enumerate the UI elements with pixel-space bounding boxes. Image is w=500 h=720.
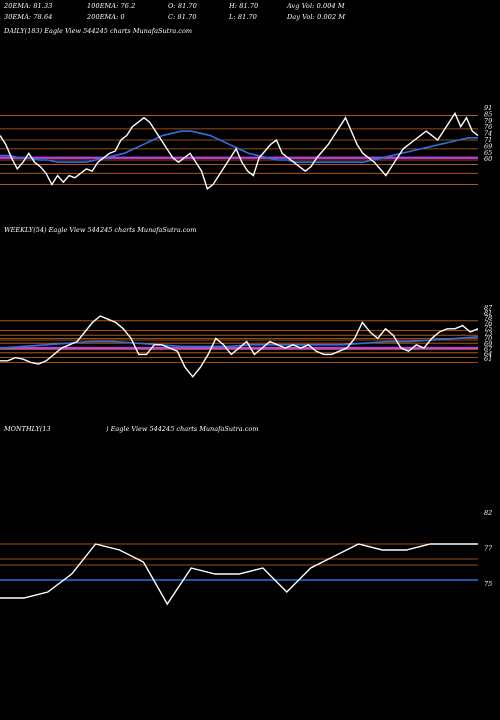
daily-tick-label: 91	[484, 104, 492, 112]
weekly-ema-blue-line	[0, 336, 479, 349]
daily-price-line	[0, 111, 479, 191]
monthly-panel-label-right: ) Eagle View 544245 charts MunafaSutra.c…	[106, 425, 259, 433]
weekly-tick-label: 78	[484, 314, 492, 322]
weekly-panel-label: WEEKLY(54) Eagle View 544245 charts Muna…	[4, 226, 197, 234]
weekly-tick-label: 70	[484, 335, 492, 343]
weekly-price-line	[0, 315, 479, 378]
weekly-tick-label: 61	[484, 355, 492, 363]
ema200-stat: 200EMA: 0	[87, 13, 125, 21]
day-vol-stat: Day Vol: 0.002 M	[287, 13, 346, 21]
daily-tick-label: 74	[484, 130, 492, 138]
weekly-tick-label: 81	[484, 309, 492, 317]
ema100-stat: 100EMA: 76.2	[87, 2, 136, 10]
weekly-tick-label: 73	[484, 330, 492, 338]
weekly-tick-label: 76	[484, 319, 492, 327]
daily-tick-label: 69	[484, 142, 492, 150]
low-stat: L: 81.70	[229, 13, 257, 21]
daily-tick-label: 60	[484, 155, 492, 163]
daily-tick-label: 65	[484, 149, 492, 157]
weekly-tick-label: 75	[484, 324, 492, 332]
monthly-panel-label-left: MONTHLY(13	[4, 425, 51, 433]
monthly-tick-label: 77	[484, 545, 493, 553]
close-stat: C: 81.70	[168, 13, 197, 21]
daily-ema-blue-line	[0, 130, 478, 164]
monthly-price-line	[0, 543, 478, 606]
weekly-tick-label: 67	[484, 345, 493, 353]
avg-vol-stat: Avg Vol: 0.004 M	[287, 2, 345, 10]
daily-tick-label: 71	[484, 136, 492, 144]
daily-tick-label: 76	[484, 123, 492, 131]
daily-panel-label: DAILY(183) Eagle View 544245 charts Muna…	[4, 27, 193, 35]
daily-tick-label: 79	[484, 117, 492, 125]
weekly-tick-label: 64	[484, 350, 492, 358]
weekly-tick-label: 69	[484, 340, 492, 348]
ema20-stat: 20EMA: 81.33	[4, 2, 53, 10]
monthly-tick-label: 75	[484, 580, 492, 588]
monthly-tick-label: 82	[484, 509, 492, 517]
daily-tick-label: 85	[484, 110, 492, 118]
weekly-tick-label: 87	[484, 304, 493, 312]
high-stat: H: 81.70	[229, 2, 259, 10]
open-stat: O: 81.70	[168, 2, 197, 10]
ema30-stat: 30EMA: 78.64	[4, 13, 53, 21]
